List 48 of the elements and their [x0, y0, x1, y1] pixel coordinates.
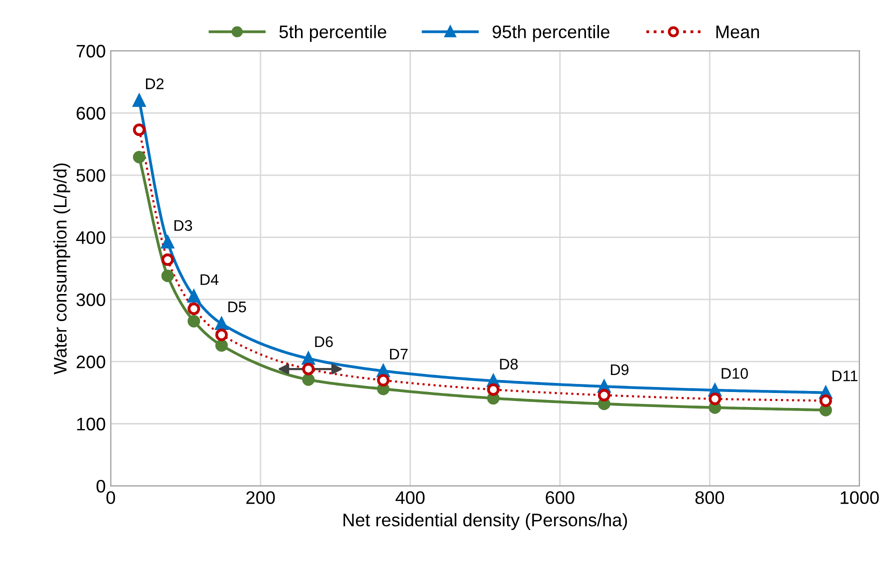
x-tick-label: 0	[106, 491, 116, 504]
point	[377, 374, 390, 386]
x-tick-label: 800	[695, 491, 724, 504]
point	[302, 373, 315, 386]
point	[132, 150, 146, 164]
point	[161, 253, 174, 266]
annotation: D11	[832, 370, 858, 382]
y-tick-label: 100	[77, 418, 106, 430]
point	[819, 404, 832, 416]
legend-label: 5th percentile	[279, 24, 386, 42]
x-axis-title: Net residential density (Persons/ha)	[344, 513, 627, 530]
x-tick-label: 400	[396, 491, 425, 504]
point	[819, 394, 832, 408]
y-axis-title: Water consumption (L/p/d)	[53, 163, 70, 374]
legend-label: Mean	[716, 26, 759, 38]
x-tick-label: 600	[546, 491, 574, 504]
y-tick-label: 600	[76, 106, 106, 120]
point	[302, 352, 315, 365]
y-tick-label: 200	[76, 356, 106, 368]
annotation: D2	[146, 78, 164, 90]
annotation: D9	[610, 364, 628, 376]
y-tick-label: 400	[76, 231, 106, 244]
y-tick-label: 300	[76, 293, 106, 306]
point	[487, 383, 500, 396]
point	[215, 317, 228, 330]
annotation: D7	[390, 348, 408, 360]
point	[132, 94, 146, 107]
annotation: D6	[315, 336, 333, 348]
annotation: D4	[200, 274, 218, 285]
x-tick-label: 200	[246, 491, 275, 504]
point	[598, 388, 610, 402]
point	[132, 124, 146, 136]
point	[161, 270, 174, 282]
annotation: D10	[722, 368, 748, 379]
point	[708, 392, 722, 406]
point	[188, 314, 200, 328]
y-tick-label: 0	[96, 480, 106, 493]
legend-label: 95th percentile	[492, 24, 610, 42]
point	[188, 302, 200, 316]
y-tick-label: 700	[76, 44, 106, 58]
annotation: D5	[228, 302, 246, 312]
point	[215, 328, 228, 342]
annotation: D8	[500, 358, 518, 370]
point	[215, 339, 228, 352]
annotation: D3	[174, 220, 192, 231]
y-tick-label: 500	[76, 169, 106, 182]
point	[302, 362, 315, 376]
x-tick-label: 1000	[840, 491, 879, 504]
